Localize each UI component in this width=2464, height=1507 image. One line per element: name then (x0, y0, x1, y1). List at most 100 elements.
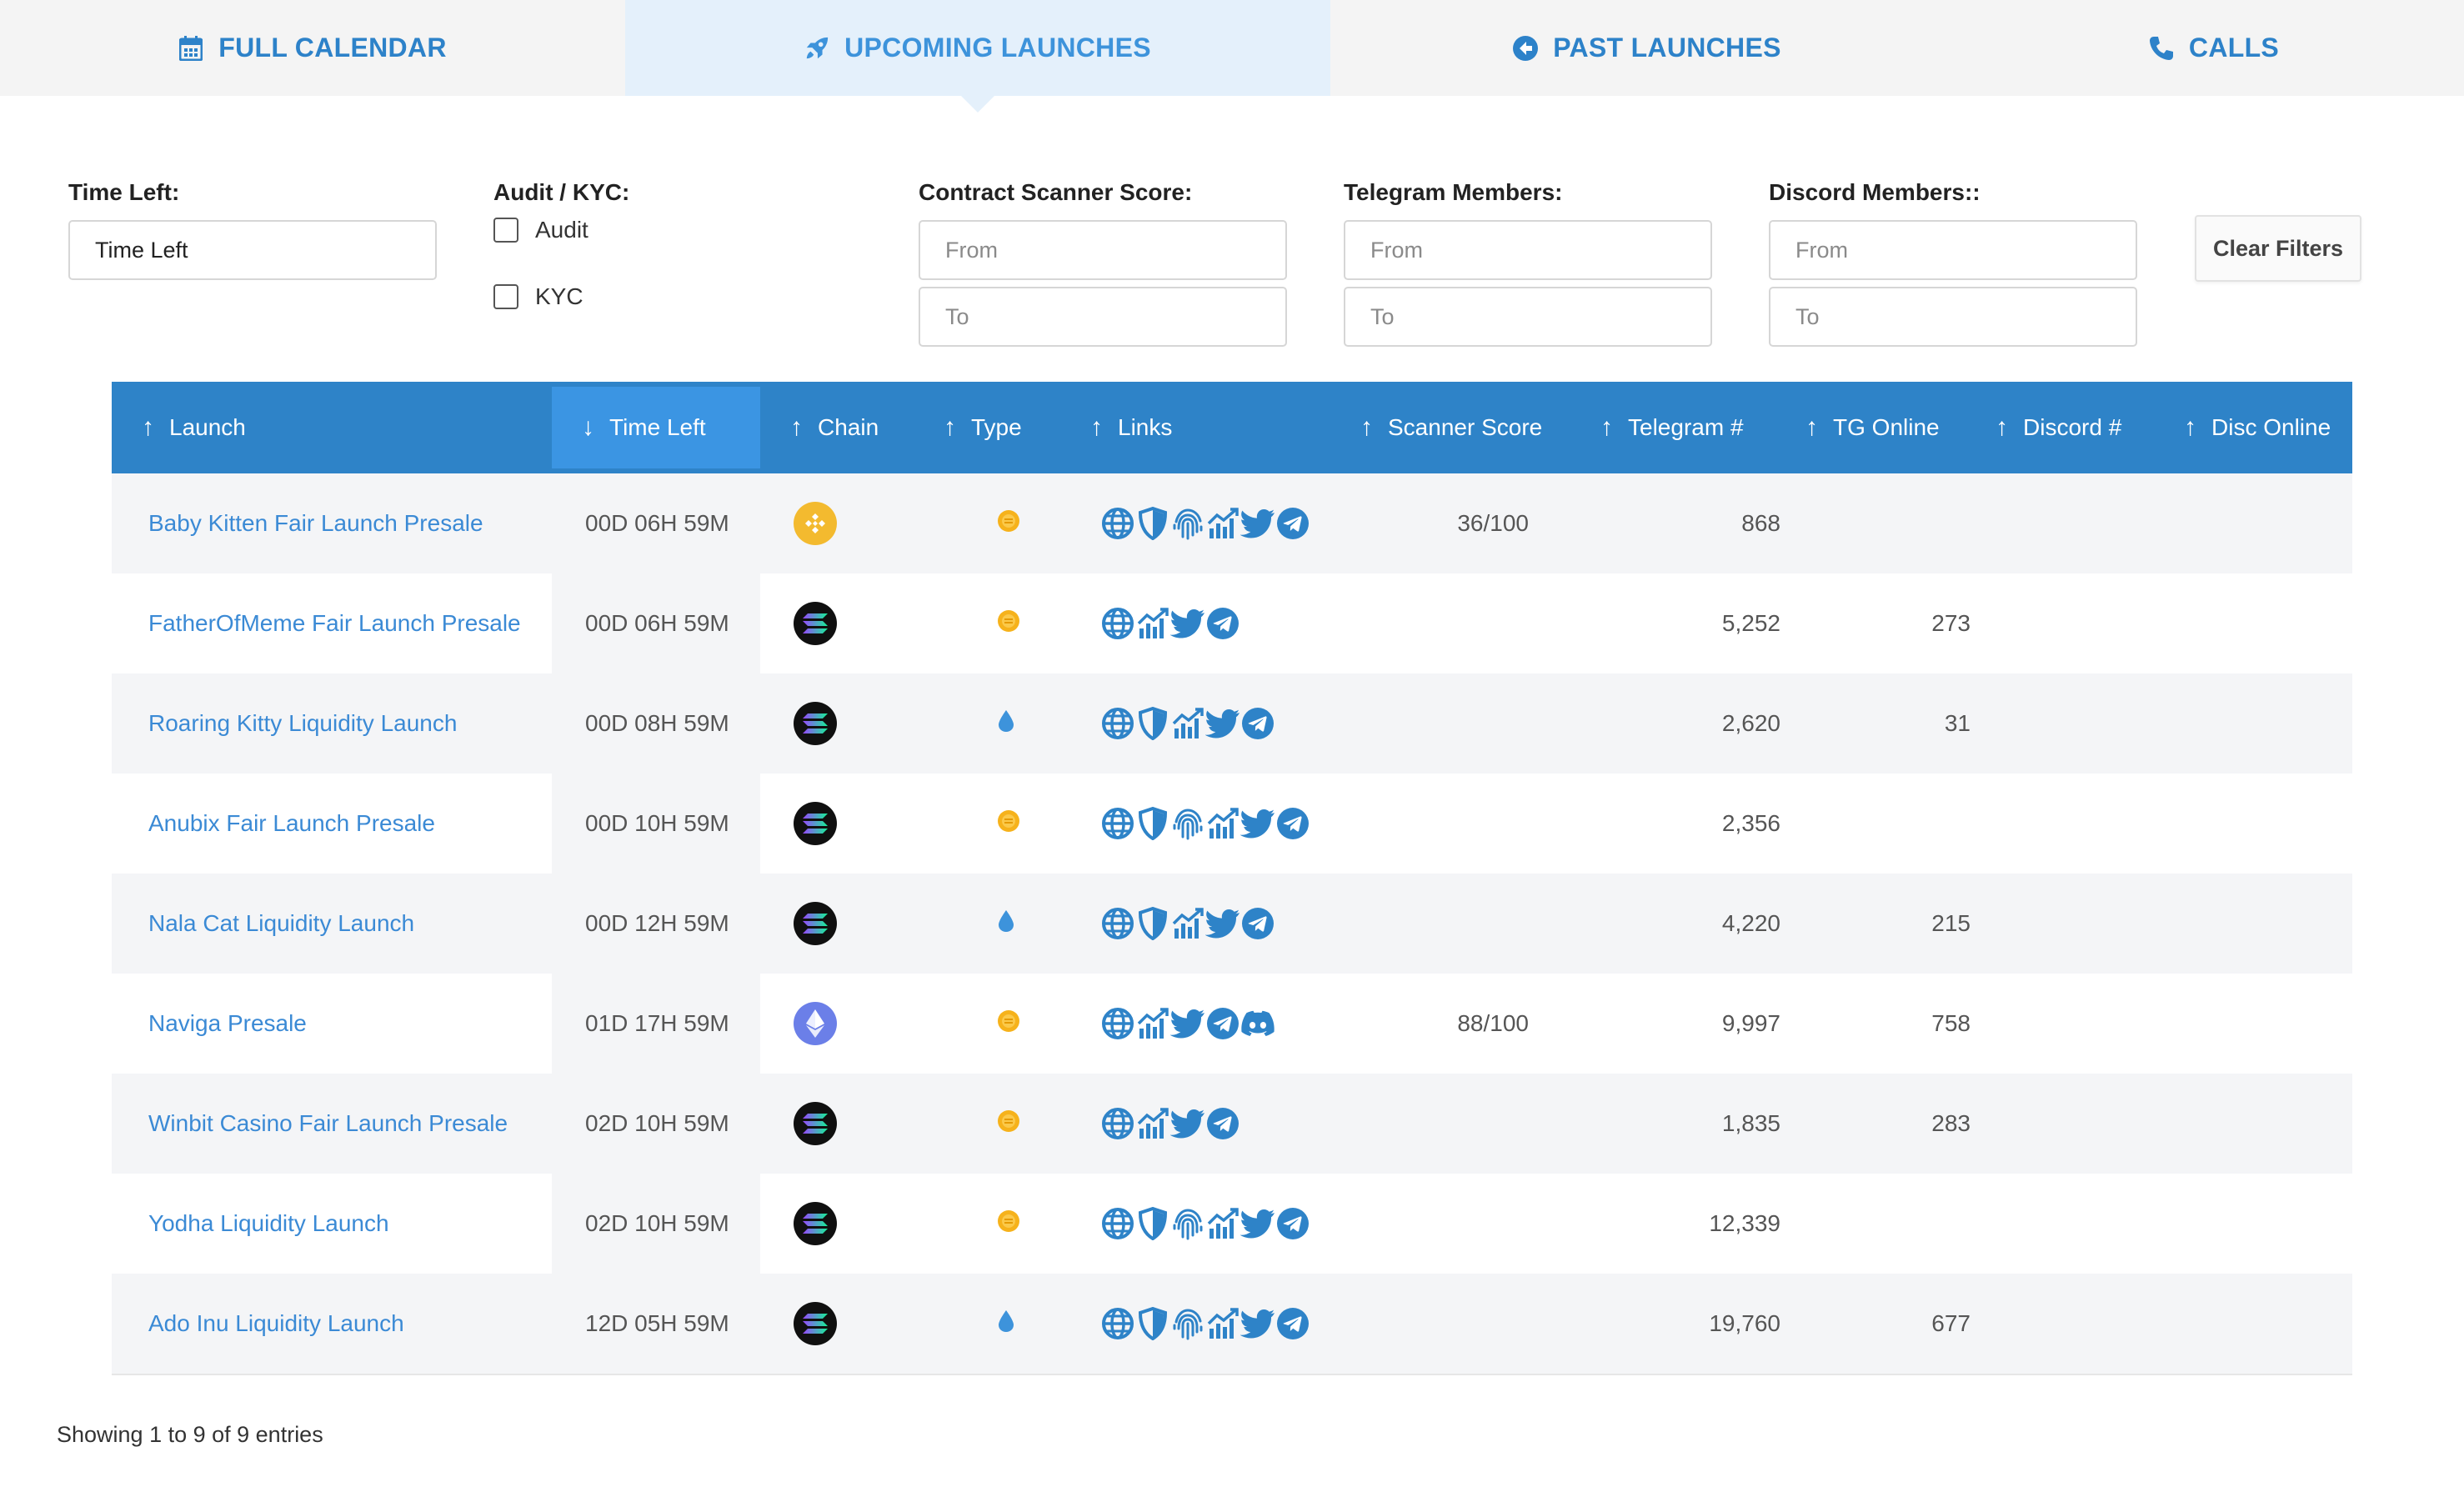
twitter-link-icon[interactable] (1205, 906, 1240, 941)
telegram-link-icon[interactable] (1205, 606, 1240, 641)
globe-link-icon[interactable] (1100, 806, 1135, 841)
launch-name-link[interactable]: FatherOfMeme Fair Launch Presale (112, 573, 552, 673)
column-header-discord[interactable]: ↑ Discord # (1966, 382, 2154, 473)
chain-cell (760, 573, 914, 673)
globe-link-icon[interactable] (1100, 706, 1135, 741)
twitter-link-icon[interactable] (1240, 806, 1275, 841)
chart-link-icon[interactable] (1170, 706, 1205, 741)
globe-link-icon[interactable] (1100, 606, 1135, 641)
tg-online-value: 283 (1931, 1110, 1971, 1136)
launch-name-link[interactable]: Baby Kitten Fair Launch Presale (148, 510, 483, 536)
column-header-disc-online[interactable]: ↑ Disc Online (2154, 382, 2352, 473)
telegram-link-icon[interactable] (1205, 1006, 1240, 1041)
scanner-score-value: 88/100 (1457, 1010, 1529, 1036)
launch-name-link[interactable]: Nala Cat Liquidity Launch (148, 910, 415, 936)
arrow-circle-left-icon (1513, 35, 1539, 61)
chain-cell (760, 1274, 914, 1374)
sort-arrow-icon: ↑ (790, 413, 803, 441)
telegram-link-icon[interactable] (1275, 806, 1310, 841)
telegram-from-input[interactable] (1344, 220, 1712, 280)
globe-link-icon[interactable] (1100, 506, 1135, 541)
column-header-launch[interactable]: ↑ Launch (112, 382, 552, 473)
column-header-links[interactable]: ↑ Links (1060, 382, 1330, 473)
time-left-input[interactable] (68, 220, 437, 280)
discord-count-value (1971, 1074, 2156, 1174)
shield-link-icon[interactable] (1135, 1206, 1170, 1241)
shield-link-icon[interactable] (1135, 806, 1170, 841)
globe-link-icon[interactable] (1100, 1206, 1135, 1241)
sort-arrow-icon: ↓ (582, 413, 594, 441)
telegram-count-value: 9,997 (1721, 1010, 1780, 1036)
column-header-type[interactable]: ↑ Type (914, 382, 1060, 473)
column-header-scanner-score[interactable]: ↑ Scanner Score (1330, 382, 1570, 473)
shield-link-icon[interactable] (1135, 506, 1170, 541)
chart-link-icon[interactable] (1205, 806, 1240, 841)
tg-online-value: 215 (1931, 910, 1971, 936)
telegram-link-icon[interactable] (1275, 1206, 1310, 1241)
launch-name-link[interactable]: Winbit Casino Fair Launch Presale (148, 1110, 508, 1136)
telegram-link-icon[interactable] (1240, 706, 1275, 741)
twitter-link-icon[interactable] (1170, 1106, 1205, 1141)
discord-link-icon[interactable] (1240, 1006, 1275, 1041)
fingerprint-link-icon[interactable] (1170, 506, 1205, 541)
globe-link-icon[interactable] (1100, 906, 1135, 941)
telegram-count-value: 868 (1741, 510, 1780, 536)
scanner-to-input[interactable] (919, 287, 1287, 347)
audit-checkbox[interactable] (493, 218, 518, 243)
tab-full-calendar[interactable]: FULL CALENDAR (0, 0, 625, 96)
telegram-link-icon[interactable] (1275, 1306, 1310, 1341)
telegram-link-icon[interactable] (1205, 1106, 1240, 1141)
discord-to-input[interactable] (1769, 287, 2137, 347)
scanner-score-value: 36/100 (1457, 510, 1529, 536)
fingerprint-link-icon[interactable] (1170, 1306, 1205, 1341)
tab-past-launches[interactable]: PAST LAUNCHES (1330, 0, 1964, 96)
twitter-link-icon[interactable] (1240, 506, 1275, 541)
column-header-chain[interactable]: ↑ Chain (760, 382, 914, 473)
globe-link-icon[interactable] (1100, 1106, 1135, 1141)
sol-chain-icon (794, 702, 837, 745)
launch-name-link[interactable]: Roaring Kitty Liquidity Launch (148, 710, 458, 736)
audit-checkbox-row[interactable]: Audit (493, 215, 629, 245)
shield-link-icon[interactable] (1135, 906, 1170, 941)
chart-link-icon[interactable] (1135, 1006, 1170, 1041)
links-cell (1080, 874, 1330, 974)
chart-link-icon[interactable] (1205, 1206, 1240, 1241)
shield-link-icon[interactable] (1135, 1306, 1170, 1341)
kyc-checkbox[interactable] (493, 284, 518, 309)
launch-name-link[interactable]: Yodha Liquidity Launch (112, 1174, 552, 1274)
scanner-from-input[interactable] (919, 220, 1287, 280)
kyc-checkbox-row[interactable]: KYC (493, 282, 629, 312)
chart-link-icon[interactable] (1205, 1306, 1240, 1341)
fingerprint-link-icon[interactable] (1170, 806, 1205, 841)
chart-link-icon[interactable] (1135, 606, 1170, 641)
disc-online-value (2156, 473, 2352, 573)
chart-link-icon[interactable] (1170, 906, 1205, 941)
twitter-link-icon[interactable] (1205, 706, 1240, 741)
telegram-to-input[interactable] (1344, 287, 1712, 347)
discord-from-input[interactable] (1769, 220, 2137, 280)
clear-filters-button[interactable]: Clear Filters (2195, 215, 2361, 282)
type-cell (914, 1174, 1080, 1274)
globe-link-icon[interactable] (1100, 1006, 1135, 1041)
chart-link-icon[interactable] (1135, 1106, 1170, 1141)
tab-upcoming-launches[interactable]: UPCOMING LAUNCHES (625, 0, 1330, 113)
twitter-link-icon[interactable] (1170, 1006, 1205, 1041)
fingerprint-link-icon[interactable] (1170, 1206, 1205, 1241)
twitter-link-icon[interactable] (1240, 1206, 1275, 1241)
telegram-link-icon[interactable] (1275, 506, 1310, 541)
tab-calls[interactable]: CALLS (1964, 0, 2464, 96)
disc-online-value (2156, 1074, 2352, 1174)
globe-link-icon[interactable] (1100, 1306, 1135, 1341)
launch-name-link[interactable]: Anubix Fair Launch Presale (112, 774, 552, 874)
column-header-time-left[interactable]: ↓ Time Left (552, 387, 760, 468)
shield-link-icon[interactable] (1135, 706, 1170, 741)
chart-link-icon[interactable] (1205, 506, 1240, 541)
tg-online-value: 31 (1944, 710, 1971, 736)
launch-name-link[interactable]: Naviga Presale (112, 974, 552, 1074)
launch-name-link[interactable]: Ado Inu Liquidity Launch (148, 1310, 404, 1336)
twitter-link-icon[interactable] (1170, 606, 1205, 641)
column-header-telegram[interactable]: ↑ Telegram # (1570, 382, 1775, 473)
column-header-tg-online[interactable]: ↑ TG Online (1775, 382, 1966, 473)
telegram-link-icon[interactable] (1240, 906, 1275, 941)
twitter-link-icon[interactable] (1240, 1306, 1275, 1341)
